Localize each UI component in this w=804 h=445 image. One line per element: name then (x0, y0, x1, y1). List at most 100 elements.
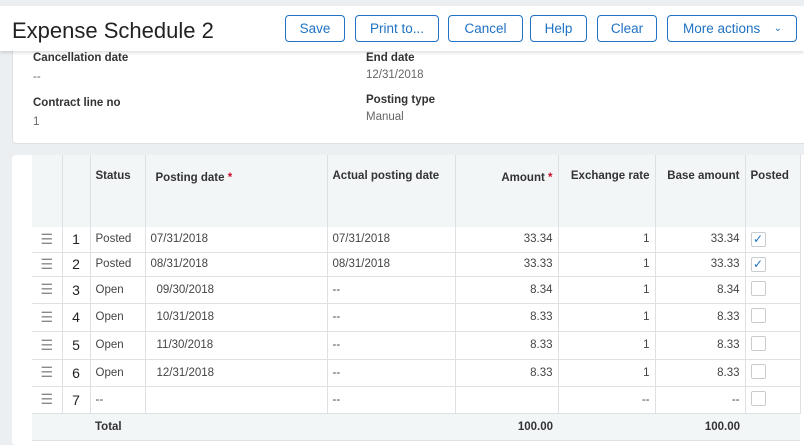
posted-cell: ✓ (745, 227, 801, 253)
drag-handle-icon[interactable]: ☰ (32, 303, 63, 332)
exchange-rate-cell: 1 (558, 252, 656, 277)
status-cell: Open (90, 276, 146, 304)
total-row: Total 100.00 100.00 (32, 413, 800, 441)
posting-date-cell[interactable]: 07/31/2018 (145, 227, 328, 253)
col-exchange-rate: Exchange rate (558, 155, 656, 227)
row-number: 2 (62, 252, 91, 277)
posted-cell: ✓ (745, 252, 801, 277)
col-actual-posting-date: Actual posting date (327, 155, 456, 227)
base-amount-cell: 8.33 (655, 303, 746, 332)
drag-handle-icon[interactable]: ☰ (32, 386, 63, 414)
table-row: ☰ 6 Open 12/31/2018 -- 8.33 1 8.33 (32, 359, 801, 387)
row-number: 5 (62, 331, 91, 360)
print-button[interactable]: Print to... (355, 15, 439, 42)
posting-date-cell[interactable]: 11/30/2018 (145, 331, 328, 360)
more-actions-button[interactable]: More actions ⌄ (667, 15, 797, 42)
table-row: ☰ 3 Open 09/30/2018 -- 8.34 1 8.34 (32, 276, 801, 304)
posted-checkbox[interactable]: ✓ (750, 256, 766, 272)
total-base-amount: 100.00 (655, 413, 745, 441)
amount-cell[interactable]: 8.33 (455, 331, 559, 360)
table-row: ☰ 5 Open 11/30/2018 -- 8.33 1 8.33 (32, 331, 801, 360)
row-number: 3 (62, 276, 91, 304)
base-amount-cell: 33.34 (655, 227, 746, 253)
posted-checkbox[interactable] (750, 336, 766, 351)
drag-handle-icon[interactable]: ☰ (32, 359, 63, 387)
posting-date-cell[interactable] (145, 386, 328, 414)
posting-date-cell[interactable]: 10/31/2018 (145, 303, 328, 332)
posted-cell (745, 386, 801, 414)
actual-posting-date-cell: -- (327, 331, 456, 360)
amount-cell[interactable]: 33.34 (455, 227, 559, 253)
row-number: 1 (62, 227, 91, 253)
amount-cell[interactable] (455, 386, 559, 414)
save-button[interactable]: Save (285, 15, 345, 42)
cancellation-date-label: Cancellation date (33, 52, 129, 64)
drag-handle-icon[interactable]: ☰ (32, 252, 63, 277)
actual-posting-date-cell: 08/31/2018 (327, 252, 456, 277)
status-cell: Posted (90, 227, 146, 253)
more-actions-label: More actions (683, 21, 761, 36)
posting-type-value: Manual (366, 111, 404, 123)
drag-handle-icon[interactable]: ☰ (32, 276, 63, 304)
col-status: Status (90, 155, 146, 227)
table-header: Status Posting date * Actual posting dat… (32, 155, 801, 227)
contract-line-no-label: Contract line no (33, 97, 121, 109)
schedule-table: Status Posting date * Actual posting dat… (32, 155, 801, 441)
table-row: ☰ 7 -- -- -- -- (32, 386, 801, 414)
posting-date-cell[interactable]: 08/31/2018 (145, 252, 328, 277)
row-number: 4 (62, 303, 91, 332)
amount-cell[interactable]: 33.33 (455, 252, 559, 277)
table-row: ☰ 4 Open 10/31/2018 -- 8.33 1 8.33 (32, 303, 801, 332)
required-marker: * (227, 172, 233, 184)
exchange-rate-cell: 1 (558, 227, 656, 253)
col-base-amount: Base amount (655, 155, 746, 227)
posted-checkbox[interactable] (750, 363, 766, 379)
help-button[interactable]: Help (530, 15, 587, 42)
actual-posting-date-cell: -- (327, 303, 456, 332)
base-amount-cell: -- (655, 386, 746, 414)
end-date-value: 12/31/2018 (366, 69, 424, 81)
col-posting-date: Posting date * (145, 155, 328, 227)
posted-cell (745, 276, 801, 304)
amount-cell[interactable]: 8.34 (455, 276, 559, 304)
status-cell: -- (90, 386, 146, 414)
actual-posting-date-cell: 07/31/2018 (327, 227, 456, 253)
contract-line-no-value: 1 (33, 116, 40, 128)
posting-date-cell[interactable]: 12/31/2018 (145, 359, 328, 387)
row-number: 6 (62, 359, 91, 387)
table-row: ☰ 1 Posted 07/31/2018 07/31/2018 33.34 1… (32, 227, 801, 253)
amount-cell[interactable]: 8.33 (455, 303, 559, 332)
posting-date-cell[interactable]: 09/30/2018 (145, 276, 328, 304)
base-amount-cell: 8.33 (655, 331, 746, 360)
posted-checkbox[interactable] (750, 280, 766, 296)
base-amount-cell: 8.33 (655, 359, 746, 387)
page-title: Expense Schedule 2 (12, 18, 214, 43)
actual-posting-date-cell: -- (327, 359, 456, 387)
page-header: Expense Schedule 2 Save Print to... Canc… (0, 6, 804, 51)
exchange-rate-cell: 1 (558, 331, 656, 360)
schedule-details: Cancellation date -- End date 12/31/2018… (12, 40, 804, 144)
posted-checkbox[interactable]: ✓ (750, 231, 766, 247)
posted-cell (745, 359, 801, 387)
posted-checkbox[interactable] (750, 390, 766, 406)
actual-posting-date-cell: -- (327, 386, 456, 414)
amount-cell[interactable]: 8.33 (455, 359, 559, 387)
status-cell: Open (90, 359, 146, 387)
end-date-label: End date (366, 52, 415, 64)
col-posted: Posted (745, 155, 801, 227)
exchange-rate-cell: 1 (558, 303, 656, 332)
drag-handle-icon[interactable]: ☰ (32, 227, 63, 253)
cancel-button[interactable]: Cancel (448, 15, 523, 42)
drag-handle-icon[interactable]: ☰ (32, 331, 63, 360)
col-amount: Amount * (455, 155, 559, 227)
chevron-down-icon: ⌄ (773, 23, 782, 34)
posted-cell (745, 303, 801, 332)
total-label: Total (90, 413, 145, 441)
exchange-rate-cell: 1 (558, 359, 656, 387)
exchange-rate-cell: 1 (558, 276, 656, 304)
status-cell: Open (90, 331, 146, 360)
required-marker: * (548, 172, 553, 184)
posted-checkbox[interactable] (750, 308, 766, 323)
clear-button[interactable]: Clear (597, 15, 657, 42)
base-amount-cell: 33.33 (655, 252, 746, 277)
